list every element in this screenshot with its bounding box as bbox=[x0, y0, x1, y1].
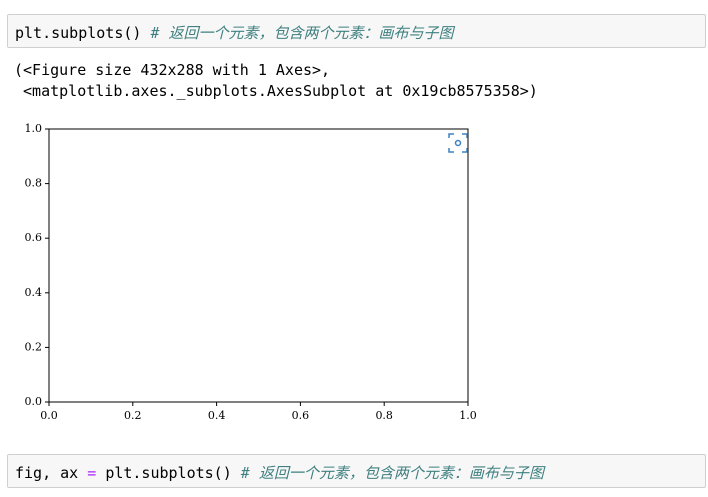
x-tick-label: 0.0 bbox=[40, 409, 58, 422]
code: fig, ax bbox=[15, 464, 79, 482]
code: plt.subplots() bbox=[15, 24, 142, 42]
code-cell[interactable]: fig, ax = plt.subplots() # 返回一个元素，包含两个元素… bbox=[7, 454, 706, 488]
y-tick-label: 0.2 bbox=[25, 340, 43, 353]
y-tick-label: 1.0 bbox=[25, 122, 43, 135]
output-line: (<Figure size 432x288 with 1 Axes>, bbox=[14, 61, 331, 79]
y-tick-label: 0.4 bbox=[25, 286, 43, 299]
x-tick-label: 0.2 bbox=[124, 409, 142, 422]
comment: # 返回一个元素，包含两个元素：画布与子图 bbox=[240, 464, 544, 482]
y-tick-label: 0.6 bbox=[25, 231, 43, 244]
output-line: <matplotlib.axes._subplots.AxesSubplot a… bbox=[14, 82, 538, 100]
screenshot-icon[interactable] bbox=[448, 133, 468, 153]
operator: = bbox=[87, 464, 97, 482]
axes-frame bbox=[48, 128, 469, 403]
x-tick-label: 0.8 bbox=[375, 409, 393, 422]
code-line: plt.subplots() # 返回一个元素，包含两个元素：画布与子图 bbox=[15, 22, 454, 43]
x-tick-label: 0.6 bbox=[292, 409, 310, 422]
code: plt.subplots() bbox=[105, 464, 232, 482]
code-line: fig, ax = plt.subplots() # 返回一个元素，包含两个元素… bbox=[15, 462, 544, 483]
y-tick-label: 0.0 bbox=[25, 395, 43, 408]
plot: 0.0 0.2 0.4 0.6 0.8 1.0 0.0 0.2 0.4 0.6 0.8 1.0 bbox=[25, 122, 477, 422]
x-tick-label: 0.4 bbox=[208, 409, 226, 422]
comment: # 返回一个元素，包含两个元素：画布与子图 bbox=[150, 24, 454, 42]
code-cell[interactable]: plt.subplots() # 返回一个元素，包含两个元素：画布与子图 bbox=[7, 14, 706, 48]
x-tick-label: 1.0 bbox=[459, 409, 477, 422]
y-tick-label: 0.8 bbox=[25, 177, 43, 190]
